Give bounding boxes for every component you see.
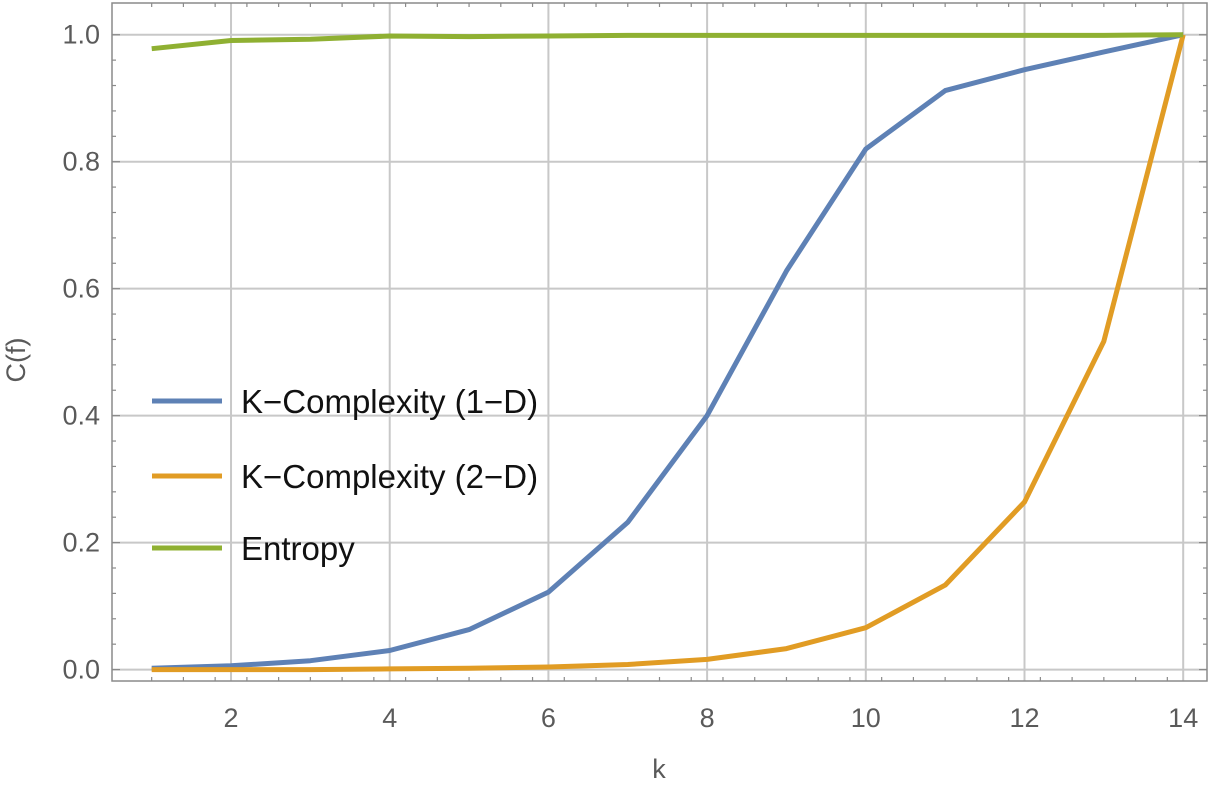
legend-label: Entropy — [241, 530, 355, 567]
x-tick-label: 2 — [224, 703, 239, 733]
y-axis-title: C(f) — [1, 338, 31, 383]
legend-label: K−Complexity (1−D) — [241, 383, 538, 420]
x-tick-label: 12 — [1009, 703, 1039, 733]
grid-layer — [112, 3, 1207, 681]
y-tick-label: 0.8 — [62, 147, 100, 177]
y-tick-label: 1.0 — [62, 20, 100, 50]
plot-frame — [111, 2, 1208, 682]
y-tick-label: 0.2 — [62, 528, 100, 558]
x-tick-label: 8 — [700, 703, 715, 733]
x-tick-label: 6 — [541, 703, 556, 733]
y-tick-label: 0.6 — [62, 274, 100, 304]
axis-layer: 2 4 6 8 10 12 14 0.0 0.2 0.4 0.6 0.8 1.0 — [62, 2, 1208, 733]
x-tick-label: 4 — [382, 703, 397, 733]
series-line-1 — [151, 32, 1184, 671]
x-axis-title: k — [652, 754, 666, 784]
x-tick-label: 10 — [851, 703, 881, 733]
legend-label: K−Complexity (2−D) — [241, 458, 538, 495]
y-tick-label: 0.0 — [62, 655, 100, 685]
legend: K−Complexity (1−D) K−Complexity (2−D) Entr… — [152, 383, 538, 567]
series-layer — [151, 32, 1186, 673]
series-line-3 — [151, 32, 1184, 52]
x-tick-label: 14 — [1168, 703, 1198, 733]
series-line-2 — [151, 34, 1186, 673]
y-tick-label: 0.4 — [62, 401, 100, 431]
